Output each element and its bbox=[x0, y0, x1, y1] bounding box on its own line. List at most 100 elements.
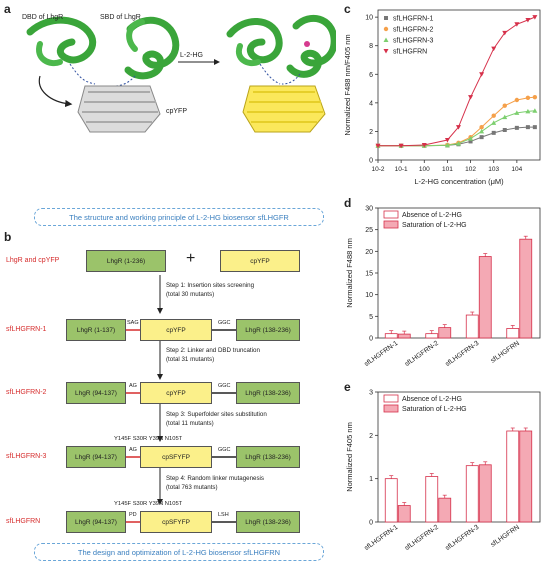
legend-label: sfLHGFRN-1 bbox=[393, 16, 434, 23]
protein-structure-illustration bbox=[26, 14, 336, 133]
bar-0 bbox=[425, 333, 439, 339]
bar-0 bbox=[384, 333, 398, 339]
x-tick-label: 100 bbox=[419, 166, 430, 173]
row0-name: LhgR and cpYFP bbox=[6, 257, 60, 264]
step1-line2: (total 30 mutants) bbox=[166, 291, 215, 298]
category-label: sfLHGFRN-1 bbox=[363, 524, 399, 552]
y-tick-label: 5 bbox=[369, 314, 373, 321]
row3-lhgr-n-box: LhgR (94-137) bbox=[66, 446, 126, 468]
step4-line2: (total 763 mutants) bbox=[166, 484, 218, 491]
category-label: sfLHGFRN-3 bbox=[444, 524, 480, 552]
y-tick-label: 2 bbox=[369, 129, 373, 136]
row4-mutations: Y145F S30R Y39N N105T bbox=[114, 501, 183, 507]
data-point bbox=[491, 46, 497, 52]
data-point bbox=[525, 108, 531, 114]
x-tick-label: 104 bbox=[511, 166, 522, 173]
data-point bbox=[455, 125, 461, 130]
bar-1 bbox=[397, 333, 411, 339]
step3-line1: Step 3: Superfolder sites substitution bbox=[166, 411, 267, 418]
y-tick-label: 0 bbox=[369, 158, 373, 165]
y-axis-label: Normalized F488 nm bbox=[345, 238, 354, 308]
y-tick-label: 10 bbox=[365, 292, 373, 299]
data-point bbox=[514, 97, 520, 103]
fit-line-2 bbox=[378, 110, 535, 147]
bar-1 bbox=[438, 497, 452, 523]
data-point bbox=[468, 95, 474, 100]
step4-line1: Step 4: Random linker mutagenesis bbox=[166, 475, 265, 482]
data-point bbox=[479, 124, 484, 130]
y-axis-label: Normalized F488 nm/F405 nm bbox=[343, 34, 352, 135]
data-point bbox=[444, 138, 450, 143]
legend-label: sfLHGFRN-3 bbox=[393, 38, 434, 45]
x-tick-label: 102 bbox=[465, 166, 476, 173]
row3-lhgr-c-box: LhgR (138-236) bbox=[236, 446, 300, 468]
l2hg-arrow-label: L-2-HG bbox=[180, 52, 203, 59]
row2-right-linker: GGC bbox=[218, 383, 231, 389]
y-tick-label: 2 bbox=[369, 433, 373, 440]
x-tick-label: 101 bbox=[442, 166, 453, 173]
category-label: sfLHGFRN-1 bbox=[363, 340, 399, 368]
y-tick-label: 20 bbox=[365, 249, 373, 256]
bound-structure bbox=[226, 14, 336, 133]
y-tick-label: 10 bbox=[365, 15, 373, 22]
f488-bar-chart: 0 5 10 15 20 25 30 Normalized F488 nm sfLHGFRN-1… bbox=[345, 206, 541, 368]
step3-line2: (total 11 mutants) bbox=[166, 420, 214, 427]
data-point bbox=[502, 114, 508, 120]
data-point bbox=[502, 128, 507, 132]
legend-label: Saturation of L-2-HG bbox=[402, 222, 467, 229]
bar-0 bbox=[425, 476, 439, 523]
data-point bbox=[491, 130, 496, 135]
row4-right-linker: LSH bbox=[218, 512, 229, 518]
data-point bbox=[514, 22, 520, 27]
panel-d-label: d bbox=[344, 196, 352, 210]
legend-label: Absence of L-2-HG bbox=[402, 212, 462, 219]
step1-line1: Step 1: Insertion sites screening bbox=[166, 282, 255, 289]
row2-cpyfp-box: cpYFP bbox=[140, 382, 212, 404]
legend-label: Saturation of L-2-HG bbox=[402, 406, 467, 413]
legend-label: sfLHGFRN-2 bbox=[393, 27, 434, 34]
category-label: sfLHGFRN-2 bbox=[404, 524, 440, 552]
y-tick-label: 8 bbox=[369, 43, 373, 50]
data-point bbox=[525, 125, 530, 130]
bar-1 bbox=[519, 238, 533, 339]
sbd-label: SBD of LhgR bbox=[100, 14, 141, 21]
data-point bbox=[468, 139, 473, 144]
row1-cpyfp-box: cpYFP bbox=[140, 319, 212, 341]
y-tick-label: 6 bbox=[369, 72, 373, 79]
x-tick-label: 103 bbox=[488, 166, 499, 173]
bar-1 bbox=[519, 430, 533, 523]
data-point bbox=[491, 113, 496, 118]
row4-lhgr-n-box: LhgR (94-137) bbox=[66, 511, 126, 533]
bar-1 bbox=[478, 256, 492, 339]
row2-lhgr-n-box: LhgR (94-137) bbox=[66, 382, 126, 404]
panel-e-label: e bbox=[344, 380, 351, 394]
bar-0 bbox=[384, 478, 398, 523]
data-point bbox=[479, 135, 484, 140]
y-tick-label: 1 bbox=[369, 476, 373, 483]
row4-name: sfLHGFRN bbox=[6, 518, 41, 525]
legend-label: sfLHGFRN bbox=[393, 49, 427, 56]
data-point bbox=[532, 94, 538, 100]
row3-cpsfyfp-box: cpSFYFP bbox=[140, 446, 212, 468]
plus-sign: + bbox=[186, 250, 196, 267]
data-point bbox=[525, 95, 531, 101]
row3-name: sfLHGFRN-3 bbox=[6, 453, 47, 460]
data-point bbox=[532, 125, 537, 130]
row1-lhgr-c-box: LhgR (138-236) bbox=[236, 319, 300, 341]
data-point bbox=[421, 143, 427, 148]
panel-a-label: a bbox=[4, 2, 11, 16]
plot-frame bbox=[377, 9, 541, 161]
step2-line2: (total 31 mutants) bbox=[166, 356, 215, 363]
category-label: sfLHGFRN bbox=[490, 524, 521, 549]
panel-a-caption: The structure and working principle of L… bbox=[34, 208, 324, 226]
data-point bbox=[514, 110, 520, 115]
panel-b-label: b bbox=[4, 230, 12, 244]
fit-line-3 bbox=[378, 16, 536, 147]
data-point bbox=[502, 103, 507, 108]
apo-structure bbox=[26, 16, 180, 133]
data-point bbox=[398, 143, 404, 149]
data-point bbox=[444, 142, 450, 148]
legend-swatch bbox=[383, 394, 399, 403]
x-tick-label: 10-1 bbox=[395, 166, 408, 173]
